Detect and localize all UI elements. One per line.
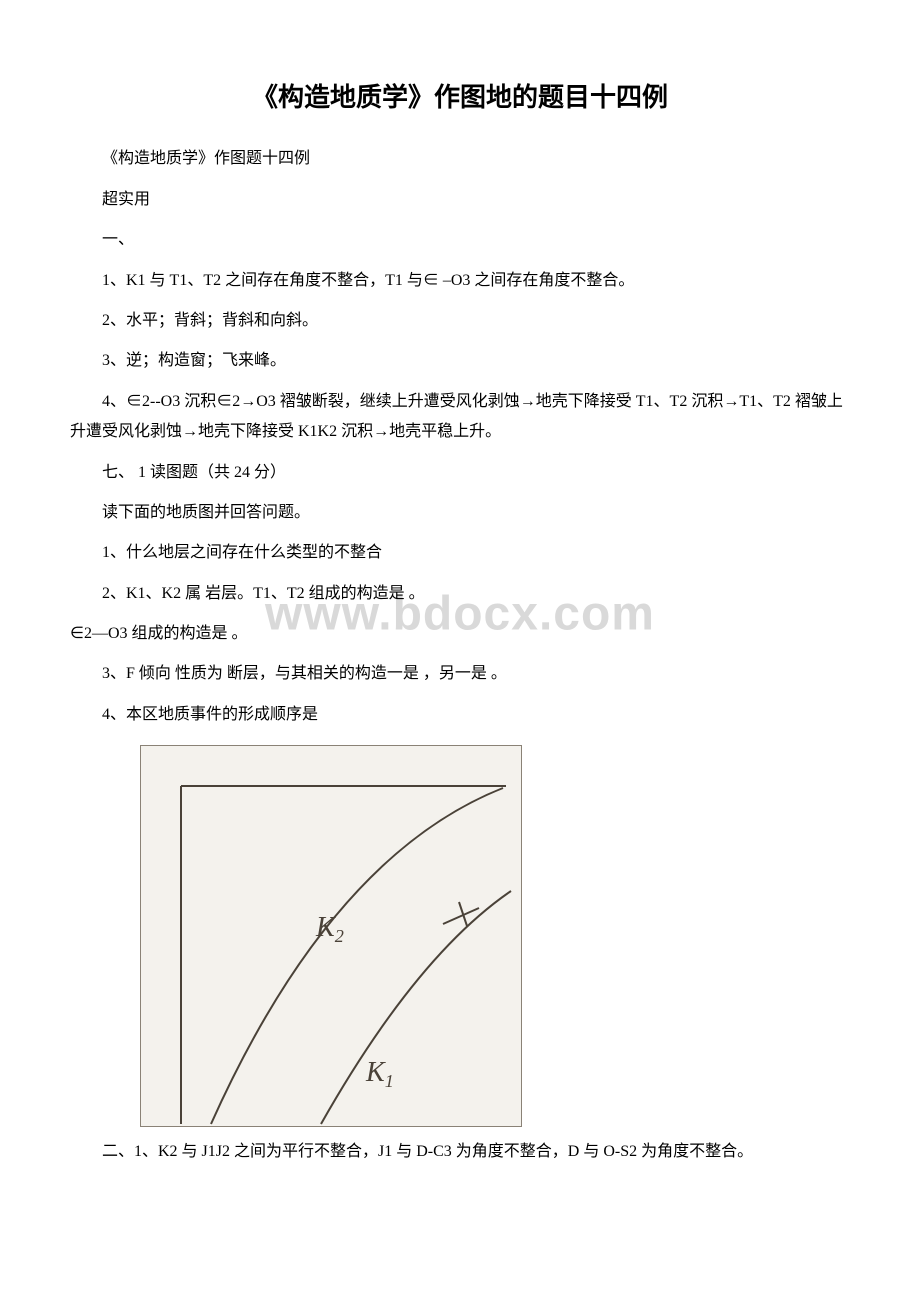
paragraph: 4、本区地质事件的形成顺序是 [70,700,850,730]
paragraph: 3、逆；构造窗；飞来峰。 [70,346,850,376]
paragraph: 超实用 [70,185,850,215]
geological-diagram-svg: K2 K1 [140,745,522,1127]
page-title: 《构造地质学》作图地的题目十四例 [70,77,850,114]
paragraph: 2、K1、K2 属 岩层。T1、T2 组成的构造是 。 [70,579,850,609]
geological-figure: K2 K1 [140,745,850,1127]
paragraph: ∈2—O3 组成的构造是 。 [70,619,850,649]
svg-text:K1: K1 [365,1057,394,1091]
paragraph: 1、K1 与 T1、T2 之间存在角度不整合，T1 与∈ –O3 之间存在角度不… [70,266,850,296]
paragraph: 《构造地质学》作图题十四例 [70,144,850,174]
paragraph: 3、F 倾向 性质为 断层，与其相关的构造一是 ，另一是 。 [70,659,850,689]
paragraph: 二、1、K2 与 J1J2 之间为平行不整合，J1 与 D-C3 为角度不整合，… [70,1137,850,1167]
paragraph: 七、 1 读图题（共 24 分） [70,458,850,488]
watermark-section: www.bdocx.com 2、K1、K2 属 岩层。T1、T2 组成的构造是 … [70,579,850,650]
paragraph: 1、什么地层之间存在什么类型的不整合 [70,538,850,568]
paragraph: 2、水平；背斜；背斜和向斜。 [70,306,850,336]
paragraph: 4、∈2--O3 沉积∈2→O3 褶皱断裂，继续上升遭受风化剥蚀→地壳下降接受 … [70,387,850,448]
paragraph: 一、 [70,225,850,255]
paragraph: 读下面的地质图并回答问题。 [70,498,850,528]
svg-text:K2: K2 [315,912,344,946]
